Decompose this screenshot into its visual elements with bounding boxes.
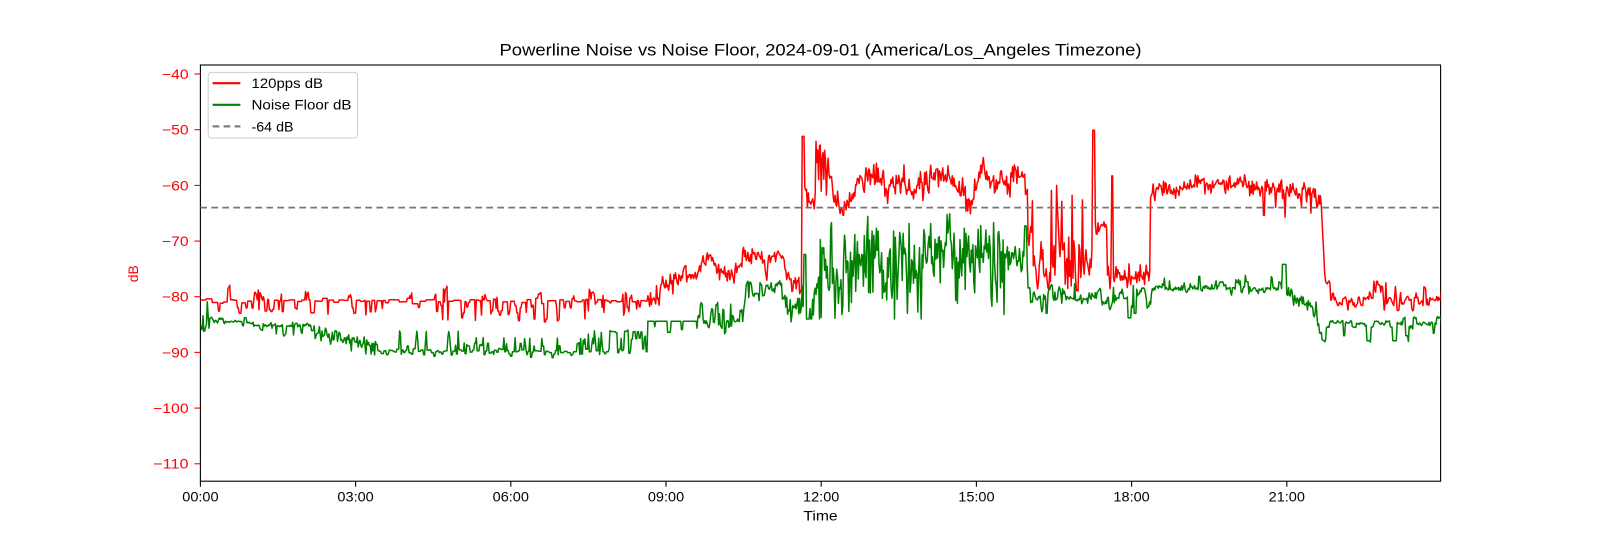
svg-text:−60: −60	[162, 177, 189, 193]
svg-text:15:00: 15:00	[958, 489, 995, 505]
svg-text:−100: −100	[153, 400, 189, 416]
svg-text:03:00: 03:00	[337, 489, 374, 505]
svg-text:−70: −70	[162, 233, 189, 249]
svg-text:09:00: 09:00	[648, 489, 685, 505]
svg-text:−110: −110	[153, 456, 189, 472]
svg-text:dB: dB	[125, 265, 141, 282]
svg-text:120pps dB: 120pps dB	[252, 75, 324, 91]
svg-text:Powerline Noise vs Noise Floor: Powerline Noise vs Noise Floor, 2024-09-…	[500, 41, 1142, 60]
svg-text:Noise Floor dB: Noise Floor dB	[252, 97, 352, 113]
svg-text:18:00: 18:00	[1113, 489, 1150, 505]
svg-text:-64 dB: -64 dB	[252, 118, 294, 134]
svg-text:−90: −90	[162, 344, 189, 360]
svg-text:06:00: 06:00	[493, 489, 530, 505]
svg-text:21:00: 21:00	[1269, 489, 1306, 505]
svg-text:−50: −50	[162, 122, 189, 138]
svg-text:−80: −80	[162, 289, 189, 305]
svg-text:12:00: 12:00	[803, 489, 840, 505]
svg-text:−40: −40	[162, 66, 189, 82]
svg-text:00:00: 00:00	[182, 489, 219, 505]
svg-text:Time: Time	[803, 508, 837, 524]
